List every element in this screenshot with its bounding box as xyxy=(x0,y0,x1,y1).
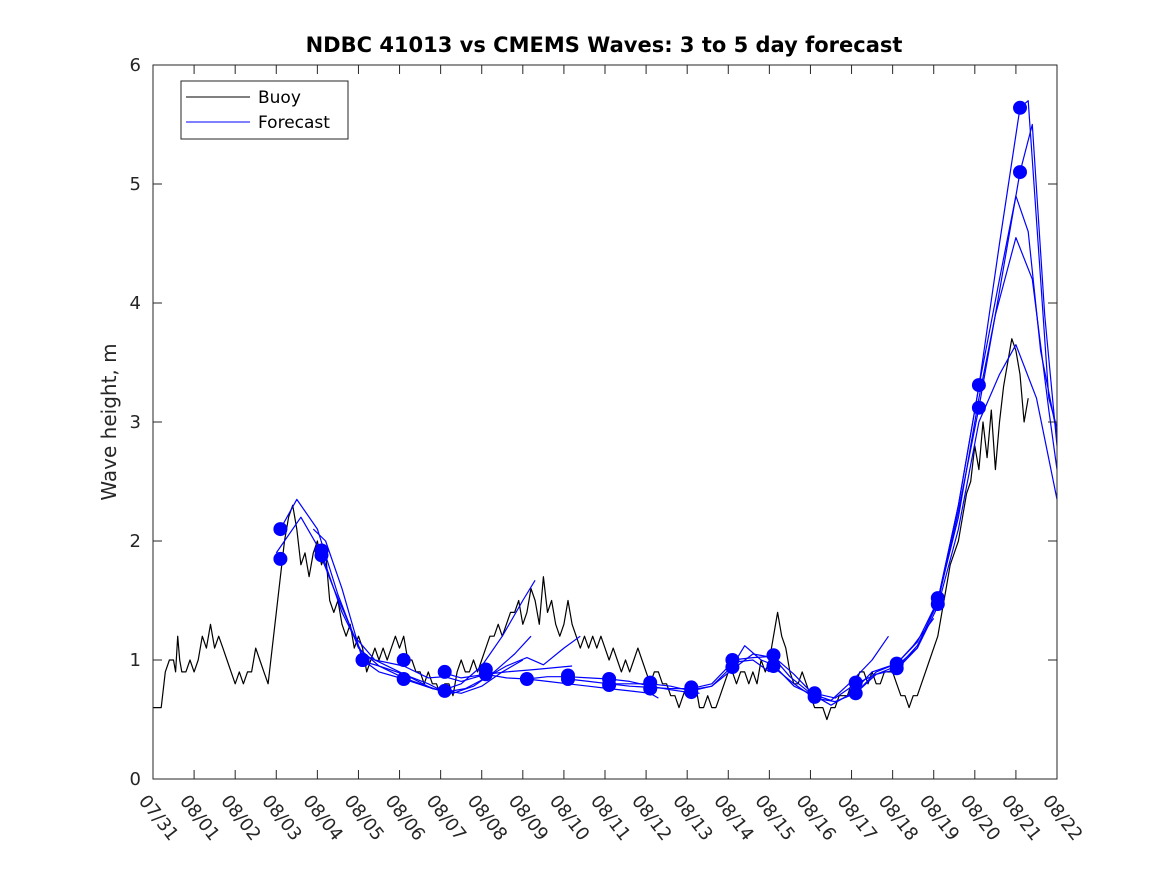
forecast-marker-18 xyxy=(643,681,658,696)
y-tick-label-4: 4 xyxy=(130,293,141,314)
forecast-marker-34 xyxy=(971,400,986,415)
forecast-marker-12 xyxy=(519,672,534,686)
forecast-line-8 xyxy=(567,659,770,690)
forecast-marker-32 xyxy=(930,597,945,612)
forecast-marker-33 xyxy=(971,378,986,393)
forecast-marker-30 xyxy=(889,661,904,676)
chart-title: NDBC 41013 vs CMEMS Waves: 3 to 5 day fo… xyxy=(306,33,903,57)
forecast-line-7 xyxy=(526,676,700,694)
forecast-marker-9 xyxy=(437,683,452,698)
forecast-marker-28 xyxy=(848,686,863,701)
y-tick-label-6: 6 xyxy=(130,55,141,76)
marker-layer xyxy=(273,100,1027,704)
forecast-marker-6 xyxy=(396,653,411,667)
forecast-line-4 xyxy=(316,546,573,682)
forecast-marker-11 xyxy=(478,667,493,682)
forecast-marker-35 xyxy=(1013,100,1027,115)
plot-area xyxy=(153,65,1057,779)
legend: Buoy Forecast xyxy=(180,80,349,140)
forecast-line-10 xyxy=(691,635,889,702)
forecast-marker-26 xyxy=(807,689,822,704)
forecast-marker-16 xyxy=(602,678,617,692)
forecast-marker-22 xyxy=(725,660,740,675)
y-tick-label-5: 5 xyxy=(130,174,141,195)
forecast-marker-7 xyxy=(396,672,411,686)
forecast-marker-8 xyxy=(437,664,452,679)
y-tick-label-1: 1 xyxy=(130,650,141,671)
buoy-line xyxy=(153,338,1029,721)
y-axis-label: Wave height, m xyxy=(97,343,121,500)
forecast-line-3 xyxy=(312,528,532,694)
forecast-marker-23 xyxy=(766,648,781,663)
forecast-line-5 xyxy=(358,635,581,693)
forecast-marker-14 xyxy=(561,672,575,686)
forecast-marker-20 xyxy=(684,685,699,700)
forecast-line-1 xyxy=(275,516,524,694)
forecast-marker-3 xyxy=(314,548,329,563)
forecast-marker-24 xyxy=(766,659,781,673)
forecast-marker-0 xyxy=(273,522,288,537)
y-axis: 0 1 2 3 4 5 6 xyxy=(130,55,1057,790)
y-tick-label-3: 3 xyxy=(130,412,141,433)
legend-label-buoy: Buoy xyxy=(258,88,301,108)
forecast-marker-27 xyxy=(848,675,863,690)
forecast-marker-36 xyxy=(1013,165,1027,180)
legend-box xyxy=(180,80,349,140)
y-tick-label-0: 0 xyxy=(130,769,141,790)
forecast-marker-1 xyxy=(273,551,288,566)
forecast-marker-5 xyxy=(355,653,370,667)
legend-label-forecast: Forecast xyxy=(258,113,330,133)
y-tick-label-2: 2 xyxy=(130,531,141,552)
forecast-line-15 xyxy=(896,123,1058,669)
